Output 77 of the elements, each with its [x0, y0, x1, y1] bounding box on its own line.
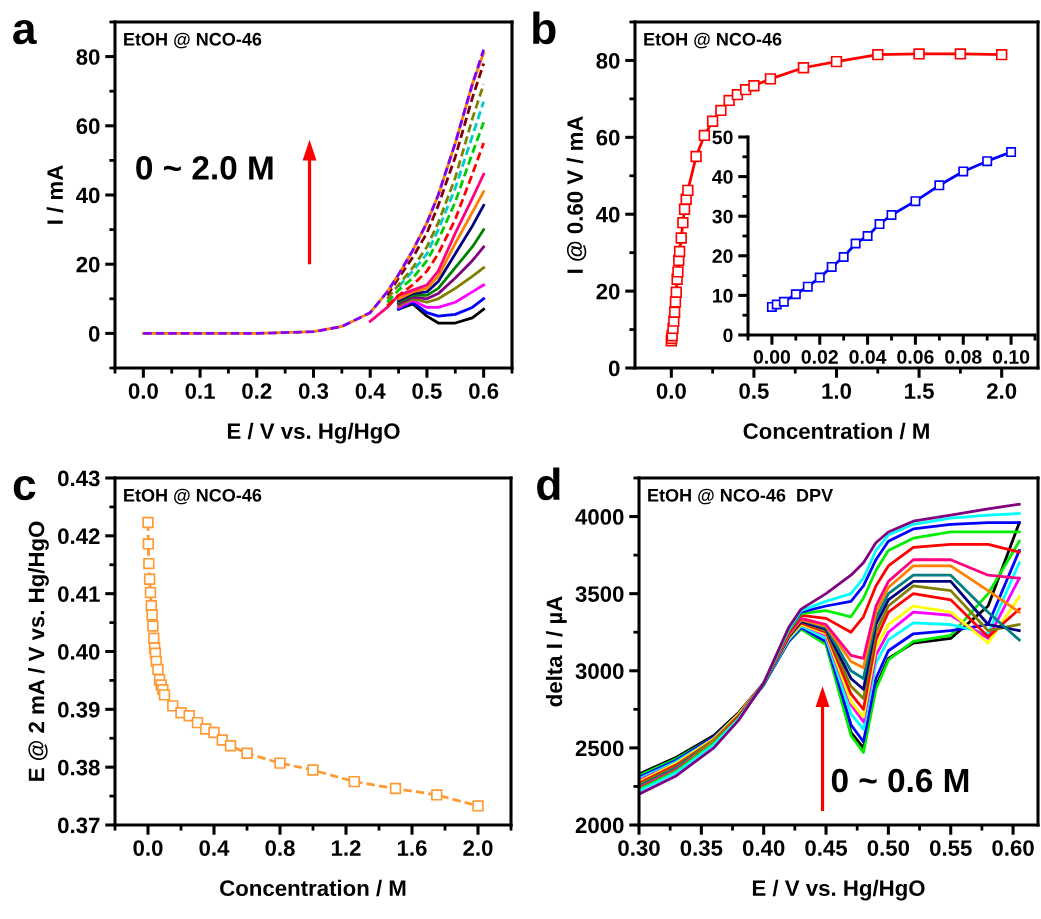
x-tick-label: 0.0 [656, 383, 686, 399]
x-tick-label: 0.04 [849, 350, 887, 364]
x-tick-label: 1.5 [905, 383, 934, 399]
y-tick-label: 20 [712, 249, 733, 264]
x-tick-label: 0.6 [469, 383, 499, 399]
x-axis-title: E / V vs. Hg/HgO [227, 422, 400, 444]
x-tick-label: 0.60 [992, 840, 1034, 856]
y-axis-title: delta I / µA [545, 596, 567, 707]
x-tick-label: 0.00 [753, 350, 791, 364]
y-tick-label: 0 [723, 328, 733, 343]
y-tick-label: 40 [596, 206, 620, 223]
x-axis-title: Concentration / M [220, 879, 406, 897]
x-tick-label: 0.4 [355, 383, 386, 399]
x-tick-label: 0.2 [242, 383, 272, 399]
x-tick-label: 0.45 [805, 840, 848, 856]
x-axis-title: E / V vs. Hg/HgO [752, 879, 925, 901]
y-tick-label: 80 [596, 52, 620, 69]
y-tick-label: 0.41 [58, 586, 100, 602]
annotation: EtOH @ NCO-46 [124, 488, 262, 505]
chart-title: a [13, 19, 37, 45]
chart-title: b [533, 11, 556, 45]
y-axis-title: I / mA [46, 165, 64, 224]
x-tick-label: 1.2 [331, 840, 361, 856]
y-tick-label: 0 [608, 360, 620, 377]
y-tick-label: 50 [712, 130, 733, 145]
y-tick-label: 40 [712, 170, 733, 184]
chart-title: c [13, 475, 36, 501]
annotation: EtOH @ NCO-46 [124, 32, 262, 49]
x-tick-label: 0.08 [945, 350, 982, 364]
y-tick-label: 60 [76, 118, 100, 135]
annotation: EtOH @ NCO-46 [644, 32, 782, 49]
chart-title: d [537, 467, 560, 501]
y-tick-label: 2000 [575, 817, 624, 834]
x-tick-label: 0.55 [929, 840, 972, 856]
annotation: 0 ~ 0.6 M [831, 768, 969, 793]
y-axis-title: E @ 2 mA / V vs. Hg/HgO [28, 521, 49, 781]
x-tick-label: 0.35 [680, 840, 723, 856]
annotation: EtOH @ NCO-46 DPV [648, 488, 834, 505]
x-tick-label: 0.5 [412, 383, 442, 399]
x-tick-label: 2.0 [463, 840, 493, 856]
y-tick-label: 10 [713, 288, 733, 303]
x-tick-label: 0.02 [801, 350, 838, 364]
y-tick-label: 3500 [575, 586, 624, 602]
y-tick-label: 0.43 [58, 470, 100, 487]
y-tick-label: 0.40 [58, 644, 100, 660]
x-tick-label: 0.5 [739, 383, 769, 399]
y-tick-label: 0.37 [58, 817, 100, 834]
annotation: 0 ~ 2.0 M [136, 156, 273, 180]
x-tick-label: 0.30 [618, 840, 660, 856]
x-tick-label: 0.06 [897, 350, 934, 364]
y-tick-label: 0.38 [58, 759, 100, 776]
y-tick-label: 0.39 [58, 701, 100, 718]
x-tick-label: 0.0 [133, 840, 163, 856]
y-tick-label: 4000 [575, 509, 624, 525]
x-tick-label: 0.3 [298, 383, 329, 399]
y-tick-label: 0.42 [58, 528, 100, 545]
x-tick-label: 1.6 [397, 840, 427, 856]
y-axis-title: I @ 0.60 V / mA [566, 116, 587, 273]
y-tick-label: 60 [596, 129, 620, 146]
x-tick-label: 1.0 [822, 383, 852, 399]
y-tick-label: 0 [88, 325, 100, 342]
y-tick-label: 30 [712, 209, 733, 224]
y-tick-label: 2500 [575, 740, 624, 757]
x-tick-label: 0.40 [742, 840, 785, 856]
x-tick-label: 0.8 [265, 840, 295, 856]
x-tick-label: 0.1 [185, 383, 215, 399]
y-tick-label: 3000 [575, 663, 624, 680]
y-tick-label: 40 [76, 187, 100, 204]
y-tick-label: 20 [596, 283, 620, 300]
x-axis-title: Concentration / M [743, 422, 929, 440]
x-tick-label: 2.0 [986, 383, 1017, 399]
x-tick-label: 0.50 [867, 840, 910, 856]
y-tick-label: 80 [76, 49, 100, 65]
x-tick-label: 0.10 [992, 350, 1030, 364]
x-tick-label: 0.4 [199, 840, 230, 856]
x-tick-label: 0.0 [128, 383, 158, 399]
y-tick-label: 20 [76, 256, 100, 273]
